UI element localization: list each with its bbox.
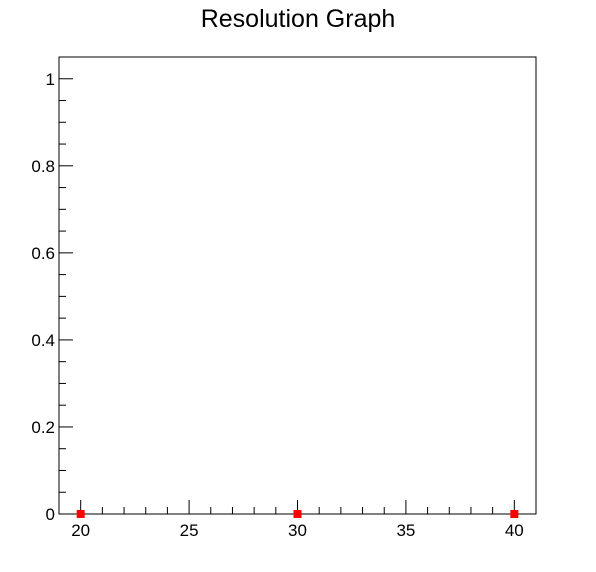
data-point bbox=[76, 510, 85, 518]
x-axis: 20 25 30 35 40 bbox=[58, 500, 537, 540]
y-tick-label: 1 bbox=[46, 70, 55, 89]
x-tick-label: 30 bbox=[288, 521, 307, 540]
y-tick-label: 0.6 bbox=[31, 244, 55, 263]
data-point bbox=[293, 510, 302, 518]
y-tick-label: 0 bbox=[46, 505, 55, 524]
y-tick-label: 0.2 bbox=[31, 418, 55, 437]
x-tick-label: 25 bbox=[180, 521, 199, 540]
x-tick-label: 40 bbox=[505, 521, 524, 540]
y-tick-label: 0.8 bbox=[31, 157, 55, 176]
y-tick-label: 0.4 bbox=[31, 331, 55, 350]
plot-frame bbox=[58, 56, 537, 515]
data-point bbox=[510, 510, 519, 518]
y-axis: 0 0.2 0.4 0.6 0.8 1 bbox=[31, 56, 73, 524]
x-tick-label: 20 bbox=[71, 521, 90, 540]
x-tick-label: 35 bbox=[396, 521, 415, 540]
data-points bbox=[76, 510, 519, 518]
chart-title: Resolution Graph bbox=[201, 5, 396, 33]
